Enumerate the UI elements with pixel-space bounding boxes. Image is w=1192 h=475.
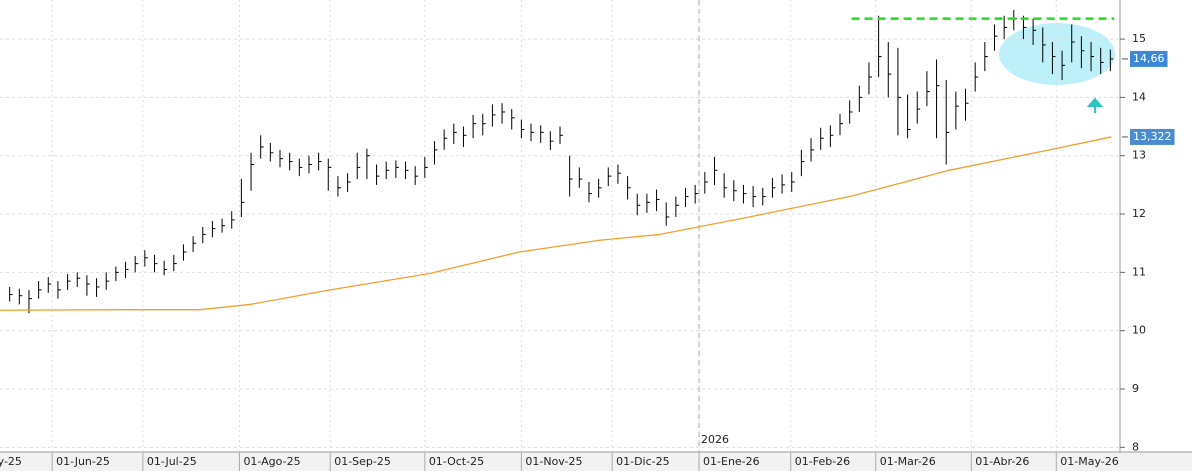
year-label: 2026 (701, 433, 729, 446)
plot-area (0, 0, 1120, 452)
x-tick-label: 01-Ene-26 (703, 455, 760, 468)
x-tick-label: 01-Oct-25 (429, 455, 484, 468)
x-tick-label: 01-Sep-25 (334, 455, 391, 468)
price-label: 14,66 (1133, 52, 1165, 65)
price-label: 13,322 (1133, 130, 1172, 143)
moving-average (0, 136, 1112, 311)
y-tick-label: 13 (1132, 149, 1146, 162)
x-tick-label: 01-Ago-25 (243, 455, 300, 468)
up-arrow (1086, 97, 1104, 113)
y-tick-label: 12 (1132, 207, 1146, 220)
price-box (1130, 50, 1168, 67)
marks (0, 0, 1120, 452)
x-tick-label: 01-Dic-25 (616, 455, 670, 468)
x-tick-label: 01-Jul-25 (147, 455, 197, 468)
x-tick-label: 01-Feb-26 (795, 455, 850, 468)
y-tick-label: 8 (1132, 440, 1139, 453)
y-tick-label: 14 (1132, 90, 1146, 103)
y-tick-label: 10 (1132, 324, 1146, 337)
highlight-ellipse (999, 23, 1115, 85)
y-tick-label: 15 (1132, 32, 1146, 45)
x-tick-label: 01-Nov-25 (525, 455, 582, 468)
x-tick-label: 01-Abr-26 (975, 455, 1029, 468)
y-tick-label: 9 (1132, 382, 1139, 395)
x-tick-label: 01-May-26 (1060, 455, 1118, 468)
x-axis-strip (0, 452, 1192, 471)
x-tick-label: 01-Mar-26 (880, 455, 936, 468)
y-tick-label: 11 (1132, 265, 1146, 278)
x-tick-label: 01-May-25 (0, 455, 22, 468)
price-box (1130, 128, 1175, 145)
x-tick-label: 01-Jun-25 (56, 455, 110, 468)
